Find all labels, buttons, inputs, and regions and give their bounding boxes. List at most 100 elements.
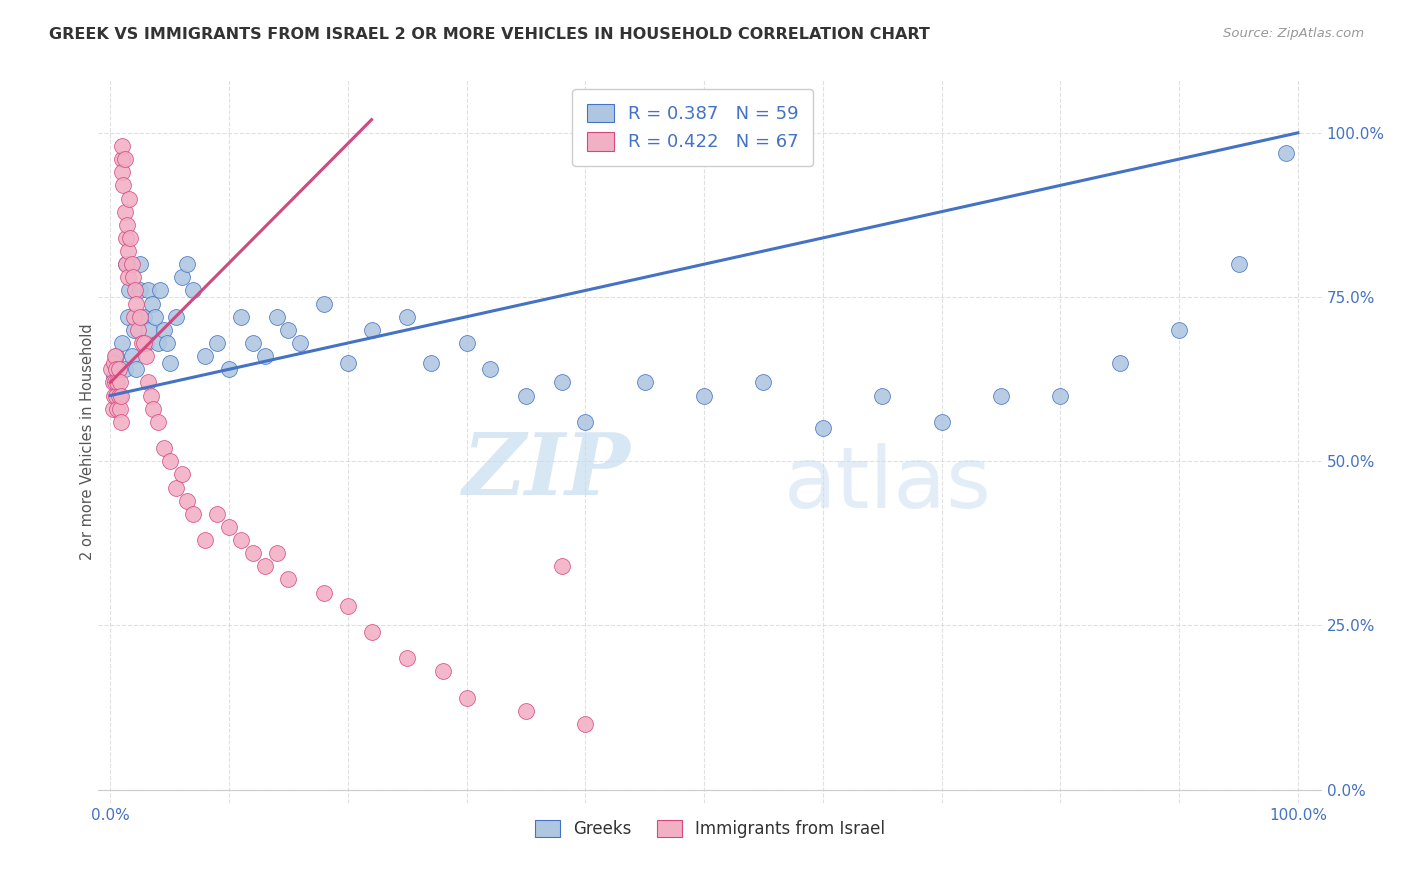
Point — [360, 323, 382, 337]
Point — [1275, 145, 1298, 160]
Point — [114, 152, 136, 166]
Point — [183, 284, 205, 298]
Point — [1049, 388, 1071, 402]
Point — [141, 296, 163, 310]
Point — [479, 362, 502, 376]
Point — [253, 559, 276, 574]
Point — [105, 362, 128, 376]
Point — [152, 441, 174, 455]
Point — [336, 356, 359, 370]
Point — [159, 454, 181, 468]
Point — [290, 336, 312, 351]
Point — [138, 323, 160, 337]
Point — [312, 585, 335, 599]
Point — [990, 388, 1012, 402]
Text: Source: ZipAtlas.com: Source: ZipAtlas.com — [1223, 27, 1364, 40]
Point — [108, 376, 131, 390]
Point — [420, 356, 443, 370]
Point — [146, 336, 169, 351]
Point — [574, 415, 596, 429]
Point — [131, 336, 153, 351]
Point — [176, 257, 198, 271]
Point — [117, 310, 139, 324]
Point — [456, 690, 478, 705]
Point — [218, 362, 240, 376]
Point — [110, 388, 132, 402]
Point — [120, 231, 142, 245]
Point — [170, 467, 193, 482]
Point — [145, 310, 167, 324]
Point — [870, 388, 893, 402]
Point — [266, 546, 288, 560]
Point — [194, 533, 217, 547]
Point — [277, 323, 299, 337]
Point — [456, 336, 478, 351]
Point — [121, 257, 143, 271]
Point — [103, 388, 125, 402]
Point — [229, 310, 252, 324]
Point — [336, 599, 359, 613]
Point — [515, 704, 537, 718]
Point — [129, 257, 152, 271]
Point — [125, 362, 148, 376]
Text: GREEK VS IMMIGRANTS FROM ISRAEL 2 OR MORE VEHICLES IN HOUSEHOLD CORRELATION CHAR: GREEK VS IMMIGRANTS FROM ISRAEL 2 OR MOR… — [49, 27, 931, 42]
Point — [105, 388, 128, 402]
Point — [101, 401, 124, 416]
Point — [112, 178, 135, 193]
Y-axis label: 2 or more Vehicles in Household: 2 or more Vehicles in Household — [80, 323, 94, 560]
Point — [574, 717, 596, 731]
Point — [931, 415, 953, 429]
Point — [127, 323, 149, 337]
Point — [194, 349, 217, 363]
Point — [114, 257, 136, 271]
Point — [135, 349, 157, 363]
Point — [121, 270, 143, 285]
Point — [111, 152, 134, 166]
Point — [229, 533, 252, 547]
Point — [253, 349, 276, 363]
Point — [114, 257, 136, 271]
Point — [1168, 323, 1191, 337]
Point — [107, 362, 129, 376]
Point — [117, 270, 139, 285]
Point — [693, 388, 716, 402]
Point — [100, 362, 122, 376]
Point — [242, 546, 264, 560]
Point — [550, 559, 572, 574]
Point — [121, 349, 143, 363]
Point — [110, 415, 132, 429]
Point — [125, 296, 148, 310]
Point — [132, 310, 155, 324]
Point — [432, 665, 454, 679]
Point — [132, 336, 155, 351]
Point — [811, 421, 834, 435]
Point — [111, 139, 134, 153]
Point — [176, 493, 198, 508]
Point — [205, 507, 228, 521]
Point — [752, 376, 775, 390]
Text: atlas: atlas — [783, 443, 991, 526]
Point — [146, 415, 169, 429]
Point — [149, 284, 172, 298]
Point — [360, 625, 382, 640]
Point — [105, 349, 128, 363]
Point — [1108, 356, 1130, 370]
Point — [114, 231, 136, 245]
Point — [129, 310, 152, 324]
Point — [396, 651, 419, 665]
Point — [111, 165, 134, 179]
Point — [104, 349, 127, 363]
Point — [135, 336, 157, 351]
Point — [277, 573, 299, 587]
Point — [101, 376, 124, 390]
Point — [107, 401, 129, 416]
Point — [165, 481, 187, 495]
Point — [103, 368, 125, 383]
Point — [170, 270, 193, 285]
Point — [142, 401, 165, 416]
Point — [634, 376, 657, 390]
Text: ZIP: ZIP — [463, 429, 630, 512]
Point — [136, 284, 159, 298]
Point — [115, 218, 138, 232]
Point — [114, 362, 136, 376]
